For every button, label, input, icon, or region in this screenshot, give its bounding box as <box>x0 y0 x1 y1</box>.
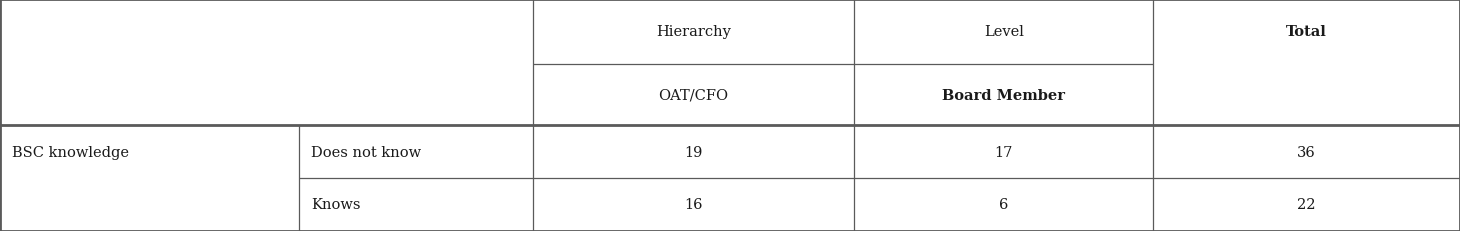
Text: 16: 16 <box>685 198 702 211</box>
Text: 17: 17 <box>994 145 1013 159</box>
Text: 19: 19 <box>685 145 702 159</box>
Text: Board Member: Board Member <box>942 88 1066 102</box>
Text: Hierarchy: Hierarchy <box>656 25 731 39</box>
Text: OAT/CFO: OAT/CFO <box>658 88 729 102</box>
Text: BSC knowledge: BSC knowledge <box>12 145 128 159</box>
Text: Knows: Knows <box>311 198 361 211</box>
Text: Level: Level <box>984 25 1023 39</box>
Text: 6: 6 <box>999 198 1009 211</box>
Text: Does not know: Does not know <box>311 145 420 159</box>
Text: Total: Total <box>1286 25 1327 39</box>
Text: 36: 36 <box>1298 145 1315 159</box>
Text: 22: 22 <box>1298 198 1315 211</box>
